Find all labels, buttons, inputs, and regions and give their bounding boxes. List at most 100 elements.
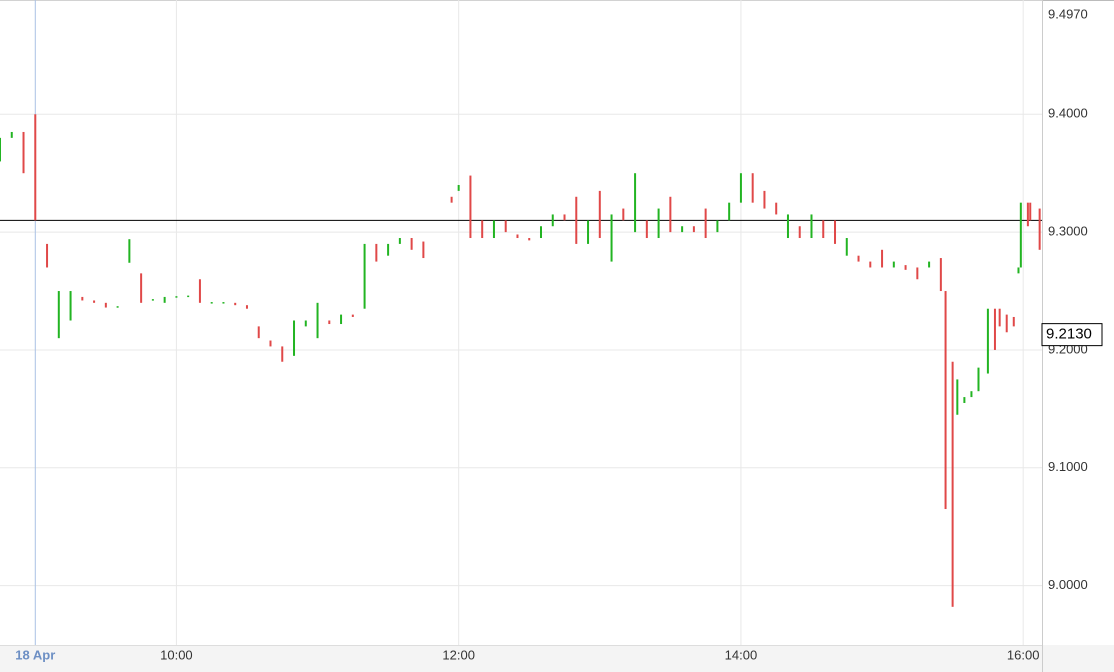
- candle: [622, 208, 625, 221]
- candle: [551, 214, 554, 227]
- candle: [328, 320, 331, 325]
- candle: [175, 296, 178, 298]
- candle: [234, 302, 237, 306]
- candle: [704, 208, 707, 239]
- candle: [516, 234, 519, 239]
- candle: [751, 173, 754, 203]
- candle: [340, 314, 343, 325]
- day-marker-label: 18 Apr: [15, 647, 55, 662]
- y-tick-label: 9.3000: [1048, 224, 1088, 239]
- candle: [81, 296, 84, 301]
- candle: [163, 296, 166, 303]
- y-tick-label: 9.1000: [1048, 459, 1088, 474]
- candle: [387, 243, 390, 256]
- candle: [681, 226, 684, 233]
- candle: [598, 190, 601, 239]
- candle: [140, 273, 143, 303]
- candle: [257, 326, 260, 339]
- candle: [692, 226, 695, 233]
- candle: [970, 391, 973, 398]
- candle: [610, 214, 613, 262]
- candle: [457, 184, 460, 191]
- candle: [563, 214, 566, 221]
- candle: [293, 320, 296, 356]
- candle: [869, 261, 872, 268]
- candle: [939, 258, 942, 292]
- candle: [281, 346, 284, 362]
- candle: [128, 239, 131, 263]
- candle: [845, 238, 848, 256]
- candle: [739, 173, 742, 203]
- candle: [963, 397, 966, 403]
- y-tick-label: 9.4000: [1048, 106, 1088, 121]
- candle: [363, 243, 366, 309]
- candle: [657, 208, 660, 239]
- candle: [728, 202, 731, 221]
- candle: [669, 196, 672, 233]
- candle: [892, 261, 895, 268]
- candle: [492, 220, 495, 239]
- candle: [539, 226, 542, 239]
- candle: [575, 196, 578, 244]
- candle: [634, 173, 637, 233]
- candle: [587, 220, 590, 244]
- candle: [834, 220, 837, 244]
- candle: [410, 238, 413, 250]
- candle: [1017, 267, 1020, 274]
- candle: [504, 220, 507, 233]
- candle: [46, 243, 49, 268]
- candle: [775, 202, 778, 215]
- candle: [1029, 202, 1032, 221]
- candle: [57, 291, 60, 339]
- candle: [1038, 208, 1041, 250]
- candle: [1026, 202, 1029, 227]
- candle: [904, 265, 907, 270]
- candle: [928, 261, 931, 268]
- last-price-box: [1041, 323, 1103, 347]
- candle: [269, 340, 272, 347]
- candle: [422, 241, 425, 259]
- candle: [1005, 314, 1008, 333]
- candle: [151, 299, 154, 301]
- x-tick-label: 16:00: [1007, 647, 1040, 662]
- candle: [210, 302, 213, 304]
- candle: [916, 267, 919, 280]
- candle: [956, 379, 959, 415]
- x-tick-label: 10:00: [160, 647, 193, 662]
- candle: [645, 220, 648, 239]
- candle: [986, 308, 989, 374]
- candle: [222, 302, 225, 304]
- candle: [316, 302, 319, 339]
- candle: [798, 226, 801, 239]
- candle: [104, 302, 107, 308]
- candle: [351, 314, 354, 317]
- candle: [10, 131, 13, 138]
- candle: [810, 214, 813, 239]
- x-axis-band: [0, 645, 1114, 672]
- candle: [375, 243, 378, 262]
- candle: [881, 249, 884, 268]
- candle: [198, 279, 201, 303]
- candle: [0, 137, 1, 162]
- candle: [481, 220, 484, 239]
- candle: [857, 255, 860, 262]
- candle: [187, 295, 190, 298]
- candle: [469, 175, 472, 239]
- candle: [1019, 202, 1022, 268]
- candle: [993, 308, 996, 350]
- candle: [450, 196, 453, 203]
- candle: [1012, 316, 1015, 327]
- y-tick-label: 9.4970: [1048, 6, 1088, 21]
- candle: [716, 220, 719, 233]
- x-tick-label: 12:00: [442, 647, 475, 662]
- candle: [245, 305, 248, 309]
- candle: [998, 308, 1001, 327]
- candle: [977, 367, 980, 392]
- candle: [763, 190, 766, 209]
- candle: [22, 131, 25, 174]
- last-price-label: 9.2130: [1046, 326, 1092, 343]
- candle: [786, 214, 789, 239]
- candle: [304, 320, 307, 327]
